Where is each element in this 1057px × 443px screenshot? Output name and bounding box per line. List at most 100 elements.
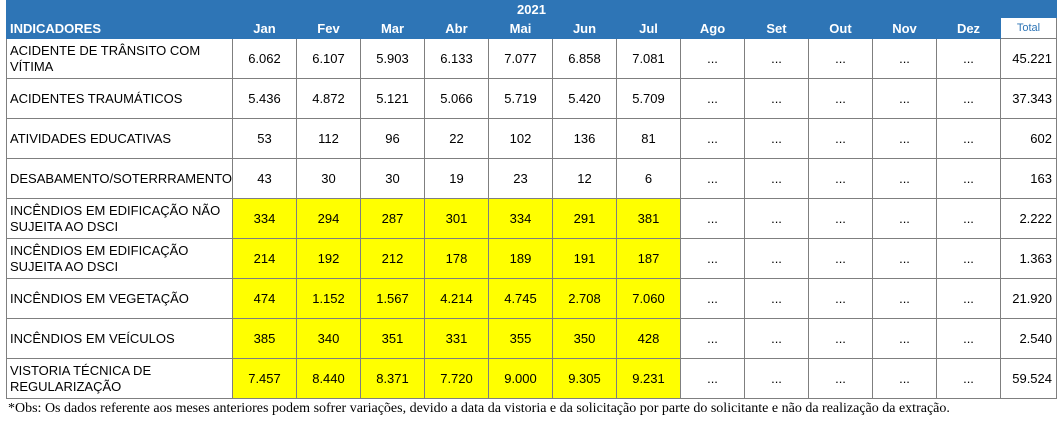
- value-cell[interactable]: ...: [808, 238, 873, 279]
- month-header-dez[interactable]: Dez: [936, 17, 1001, 39]
- value-cell[interactable]: ...: [680, 38, 745, 79]
- value-cell[interactable]: 355: [488, 318, 553, 359]
- total-header[interactable]: Total: [1000, 17, 1057, 39]
- value-cell[interactable]: 4.214: [424, 278, 489, 319]
- total-cell[interactable]: 45.221: [1000, 38, 1057, 79]
- indicator-label-cell[interactable]: VISTORIA TÉCNICA DE REGULARIZAÇÃO: [6, 358, 233, 399]
- value-cell[interactable]: ...: [680, 238, 745, 279]
- value-cell[interactable]: ...: [936, 238, 1001, 279]
- value-cell[interactable]: 5.719: [488, 78, 553, 119]
- indicator-header[interactable]: INDICADORES: [6, 17, 233, 39]
- value-cell[interactable]: 8.440: [296, 358, 361, 399]
- value-cell[interactable]: ...: [744, 158, 809, 199]
- value-cell[interactable]: ...: [808, 158, 873, 199]
- value-cell[interactable]: 385: [232, 318, 297, 359]
- value-cell[interactable]: ...: [872, 38, 937, 79]
- month-header-nov[interactable]: Nov: [872, 17, 937, 39]
- value-cell[interactable]: ...: [936, 158, 1001, 199]
- value-cell[interactable]: 5.066: [424, 78, 489, 119]
- indicator-label-cell[interactable]: ATIVIDADES EDUCATIVAS: [6, 118, 233, 159]
- value-cell[interactable]: ...: [744, 318, 809, 359]
- value-cell[interactable]: 9.231: [616, 358, 681, 399]
- value-cell[interactable]: 2.708: [552, 278, 617, 319]
- value-cell[interactable]: ...: [744, 118, 809, 159]
- month-header-fev[interactable]: Fev: [296, 17, 361, 39]
- value-cell[interactable]: 187: [616, 238, 681, 279]
- value-cell[interactable]: 287: [360, 198, 425, 239]
- value-cell[interactable]: 428: [616, 318, 681, 359]
- value-cell[interactable]: ...: [808, 118, 873, 159]
- value-cell[interactable]: 112: [296, 118, 361, 159]
- value-cell[interactable]: ...: [872, 278, 937, 319]
- value-cell[interactable]: ...: [936, 358, 1001, 399]
- value-cell[interactable]: 30: [296, 158, 361, 199]
- month-header-mai[interactable]: Mai: [488, 17, 553, 39]
- value-cell[interactable]: 7.077: [488, 38, 553, 79]
- value-cell[interactable]: 23: [488, 158, 553, 199]
- value-cell[interactable]: 6.107: [296, 38, 361, 79]
- value-cell[interactable]: 30: [360, 158, 425, 199]
- value-cell[interactable]: 1.567: [360, 278, 425, 319]
- value-cell[interactable]: 7.457: [232, 358, 297, 399]
- indicator-label-cell[interactable]: ACIDENTE DE TRÂNSITO COM VÍTIMA: [6, 38, 233, 79]
- value-cell[interactable]: ...: [936, 78, 1001, 119]
- value-cell[interactable]: 81: [616, 118, 681, 159]
- value-cell[interactable]: 6.858: [552, 38, 617, 79]
- value-cell[interactable]: 9.000: [488, 358, 553, 399]
- value-cell[interactable]: ...: [872, 198, 937, 239]
- value-cell[interactable]: 5.903: [360, 38, 425, 79]
- value-cell[interactable]: ...: [680, 158, 745, 199]
- month-header-out[interactable]: Out: [808, 17, 873, 39]
- value-cell[interactable]: 8.371: [360, 358, 425, 399]
- value-cell[interactable]: 4.872: [296, 78, 361, 119]
- total-cell[interactable]: 37.343: [1000, 78, 1057, 119]
- value-cell[interactable]: 5.709: [616, 78, 681, 119]
- value-cell[interactable]: ...: [744, 358, 809, 399]
- total-cell[interactable]: 602: [1000, 118, 1057, 159]
- indicator-label-cell[interactable]: INCÊNDIOS EM VEÍCULOS: [6, 318, 233, 359]
- value-cell[interactable]: ...: [680, 118, 745, 159]
- value-cell[interactable]: 6.062: [232, 38, 297, 79]
- value-cell[interactable]: ...: [808, 318, 873, 359]
- value-cell[interactable]: 291: [552, 198, 617, 239]
- value-cell[interactable]: 5.121: [360, 78, 425, 119]
- value-cell[interactable]: 22: [424, 118, 489, 159]
- value-cell[interactable]: 136: [552, 118, 617, 159]
- value-cell[interactable]: 7.060: [616, 278, 681, 319]
- value-cell[interactable]: 6: [616, 158, 681, 199]
- value-cell[interactable]: 5.420: [552, 78, 617, 119]
- year-cell[interactable]: 2021: [6, 0, 1057, 18]
- value-cell[interactable]: ...: [872, 358, 937, 399]
- value-cell[interactable]: 192: [296, 238, 361, 279]
- total-cell[interactable]: 2.540: [1000, 318, 1057, 359]
- value-cell[interactable]: ...: [744, 238, 809, 279]
- value-cell[interactable]: 214: [232, 238, 297, 279]
- month-header-mar[interactable]: Mar: [360, 17, 425, 39]
- value-cell[interactable]: ...: [744, 78, 809, 119]
- value-cell[interactable]: 6.133: [424, 38, 489, 79]
- value-cell[interactable]: 1.152: [296, 278, 361, 319]
- indicator-label-cell[interactable]: INCÊNDIOS EM VEGETAÇÃO: [6, 278, 233, 319]
- value-cell[interactable]: 189: [488, 238, 553, 279]
- value-cell[interactable]: 19: [424, 158, 489, 199]
- total-cell[interactable]: 2.222: [1000, 198, 1057, 239]
- value-cell[interactable]: ...: [936, 38, 1001, 79]
- value-cell[interactable]: ...: [808, 358, 873, 399]
- value-cell[interactable]: ...: [936, 198, 1001, 239]
- value-cell[interactable]: 334: [488, 198, 553, 239]
- value-cell[interactable]: 102: [488, 118, 553, 159]
- value-cell[interactable]: 96: [360, 118, 425, 159]
- value-cell[interactable]: ...: [872, 238, 937, 279]
- month-header-jul[interactable]: Jul: [616, 17, 681, 39]
- value-cell[interactable]: ...: [872, 318, 937, 359]
- month-header-set[interactable]: Set: [744, 17, 809, 39]
- value-cell[interactable]: ...: [680, 358, 745, 399]
- value-cell[interactable]: 350: [552, 318, 617, 359]
- value-cell[interactable]: 12: [552, 158, 617, 199]
- month-header-jan[interactable]: Jan: [232, 17, 297, 39]
- value-cell[interactable]: 43: [232, 158, 297, 199]
- value-cell[interactable]: 7.081: [616, 38, 681, 79]
- value-cell[interactable]: 294: [296, 198, 361, 239]
- value-cell[interactable]: 53: [232, 118, 297, 159]
- value-cell[interactable]: 9.305: [552, 358, 617, 399]
